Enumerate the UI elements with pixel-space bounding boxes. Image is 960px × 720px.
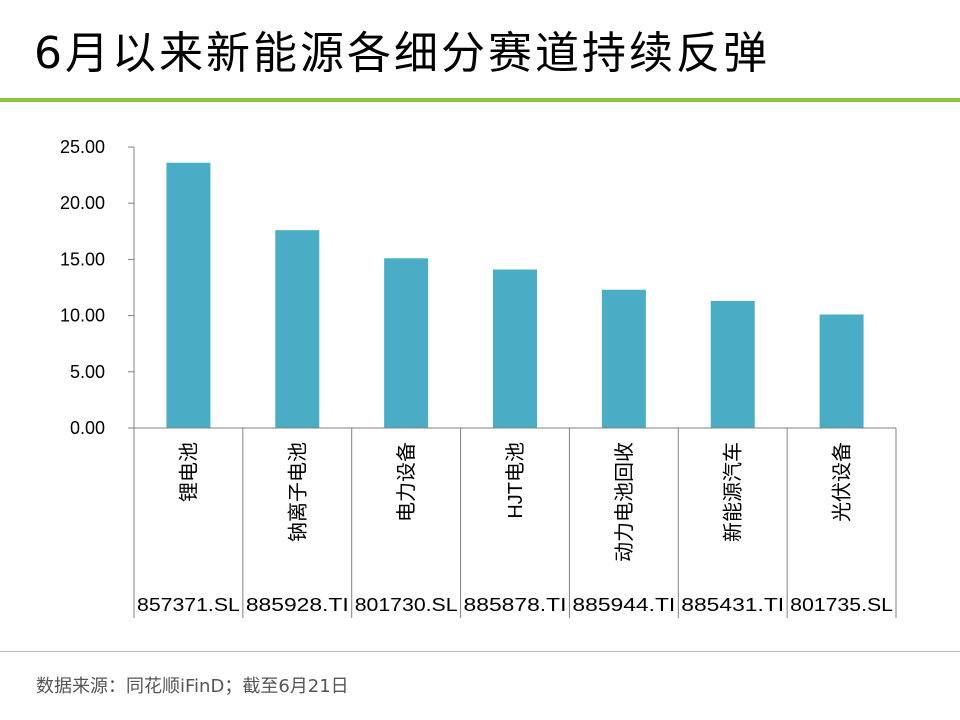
y-tick-label: 25.00 (60, 137, 105, 157)
footer-divider (0, 651, 960, 652)
category-label: 新能源汽车 (722, 442, 745, 542)
bar-3 (384, 258, 429, 428)
bar-7 (819, 314, 864, 428)
bar-2 (275, 230, 320, 428)
bar-5 (601, 289, 646, 428)
category-code-label: 801730.SL (355, 595, 458, 615)
category-code-label: 801735.SL (790, 595, 893, 615)
bars (166, 162, 864, 428)
category-label: 动力电池回收 (613, 442, 636, 562)
category-code-label: 885431.TI (681, 595, 784, 615)
title-divider (0, 98, 960, 102)
category-code-label: 885928.TI (246, 595, 349, 615)
category-label: HJT电池 (504, 442, 527, 519)
category-code-label: 857371.SL (137, 595, 240, 615)
bar-6 (710, 300, 755, 428)
y-tick-label: 5.00 (70, 362, 105, 382)
category-label: 光伏设备 (831, 442, 854, 522)
slide-title: 6月以来新能源各细分赛道持续反弹 (34, 28, 770, 79)
category-label: 锂电池 (177, 442, 200, 502)
bar-1 (166, 162, 211, 428)
source-note: 数据来源：同花顺iFinD；截至6月21日 (36, 676, 349, 697)
bar-4 (493, 269, 537, 428)
x-axis: 锂电池 钠离子电池 电力设备 HJT电池 动力电池回收 新能源汽车 光伏设备 857371.S… (133, 427, 897, 618)
y-tick-label: 15.00 (60, 249, 105, 269)
y-axis: 0.00 5.00 10.00 15.00 20.00 25.00 (60, 137, 135, 438)
y-tick-label: 0.00 (70, 418, 105, 438)
y-tick-label: 20.00 (60, 193, 105, 213)
category-label: 钠离子电池 (286, 442, 309, 542)
y-tick-label: 10.00 (60, 306, 105, 326)
category-label: 电力设备 (395, 442, 418, 522)
category-code-label: 885944.TI (572, 595, 675, 615)
category-code-label: 885878.TI (464, 595, 567, 615)
bar-chart: 0.00 5.00 10.00 15.00 20.00 25.00 锂电池 钠离子电池 电力设… (60, 137, 897, 618)
